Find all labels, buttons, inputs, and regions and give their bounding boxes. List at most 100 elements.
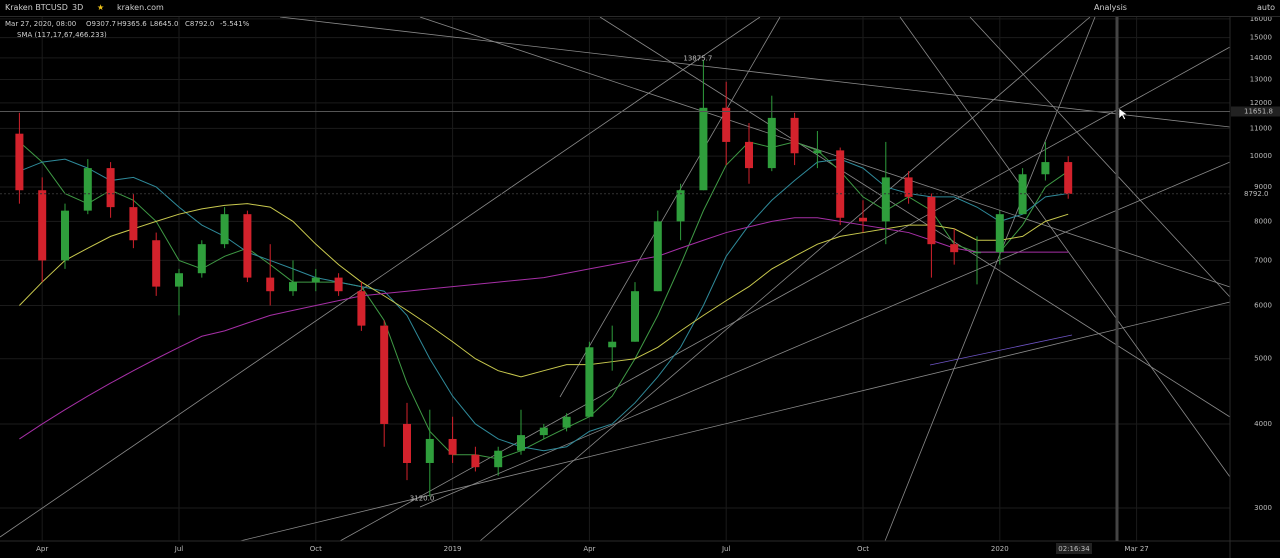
candle-body [1064,162,1073,194]
candle-body [631,291,639,342]
y-tick-label: 13000 [1250,76,1272,84]
candle-body [722,107,731,142]
cursor [1118,108,1129,120]
candle-body [790,117,799,154]
candle-body [881,177,890,222]
candle-body [175,273,183,287]
sma-line [19,141,1069,460]
candle-body [243,214,252,278]
candle-body [676,190,685,222]
candle-body [904,177,913,197]
trend-line [239,301,1231,542]
symbol[interactable]: Kraken BTCUSD [5,3,68,12]
trend-line [279,17,1231,128]
candle-body [448,438,457,455]
candle-body [220,214,229,245]
trend-line [0,17,761,538]
trend-line [884,17,1096,542]
candle-body [653,221,662,292]
candle-body [380,325,389,424]
candle-body [813,150,822,154]
trend-line [599,17,1231,418]
candle-body [83,168,92,211]
y-tick-label: 11000 [1250,124,1272,132]
candle-body [950,244,959,253]
candle-body [585,347,594,417]
candle-body [152,240,161,287]
bar-high: H9365.6 [117,20,147,28]
x-tick-label: Apr [583,545,595,553]
bar-low: L8645.0 [150,20,178,28]
source[interactable]: kraken.com [117,3,164,12]
candle-body [745,141,753,169]
sma-line [19,203,1069,378]
y-tick-label: 7000 [1254,256,1272,264]
candle-body [767,117,776,169]
candle-body [517,435,525,451]
candle-body [562,416,571,428]
scale-mode[interactable]: auto [1257,3,1276,12]
candle-body [1041,162,1050,175]
x-tick-label: Jul [721,545,731,553]
candle-body [471,454,480,468]
candle-body [334,277,343,292]
trend-line [339,46,1231,542]
y-tick-label: 12000 [1250,99,1272,107]
candle-body [539,427,548,436]
bar-date: Mar 27, 2020, 08:00 [5,20,76,28]
annotation: 3120.0 [410,495,435,503]
last-price-label: 8792.0 [1244,190,1269,198]
interval[interactable]: 3D [72,3,84,12]
trend-line [479,17,1091,542]
trend-line [559,17,781,398]
candle-body [927,196,936,245]
candle-body [973,252,981,254]
candle-body [289,282,297,292]
price-axis [1230,17,1280,541]
x-tick-label: 2020 [991,545,1009,553]
candle-body [995,214,1004,253]
trend-line [969,17,1231,298]
x-tick-label: Jul [174,545,184,553]
candle-body [425,438,434,463]
candle-body [1018,174,1027,215]
candle-body [129,207,138,241]
candle-body [266,277,275,292]
bar-change: -5.541% [220,20,250,28]
candle-body [38,190,47,261]
toolbar: Kraken BTCUSD 3D ★ kraken.com Analysis a… [0,0,1280,17]
y-tick-label: 3000 [1254,504,1272,512]
analysis-menu[interactable]: Analysis [1094,3,1127,12]
indicator-label[interactable]: SMA (117,17,67,466.233) [17,31,107,39]
crosshair-price-label: 11651.8 [1244,108,1273,116]
crosshair-price-box [1231,106,1280,117]
candle-body [608,341,617,348]
sma-line [19,217,1069,440]
y-tick-label: 14000 [1250,54,1272,62]
favorite-icon[interactable]: ★ [97,3,105,12]
candle-body [836,150,845,218]
candle-body [357,291,366,326]
trend-line [419,161,1231,508]
sma-line [19,158,1069,452]
trend-lines [0,17,1231,542]
trend-line [929,334,1073,366]
y-tick-label: 15000 [1250,34,1272,42]
y-tick-label: 5000 [1254,355,1272,363]
x-tick-label: Mar 27 [1124,545,1148,553]
y-tick-label: 4000 [1254,420,1272,428]
y-tick-label: 10000 [1250,152,1272,160]
trend-line [899,17,1231,478]
trend-line [419,17,1231,288]
x-tick-label: Apr [36,545,48,553]
y-tick-label: 6000 [1254,301,1272,309]
candle-body [311,277,320,283]
candle-body [699,107,708,191]
candle-body [494,450,503,468]
candle-body [15,133,24,191]
x-tick-label: Oct [310,545,322,553]
candle-body [61,210,69,261]
annotation: 13875.7 [683,54,712,62]
bar-close: C8792.0 [185,20,214,28]
